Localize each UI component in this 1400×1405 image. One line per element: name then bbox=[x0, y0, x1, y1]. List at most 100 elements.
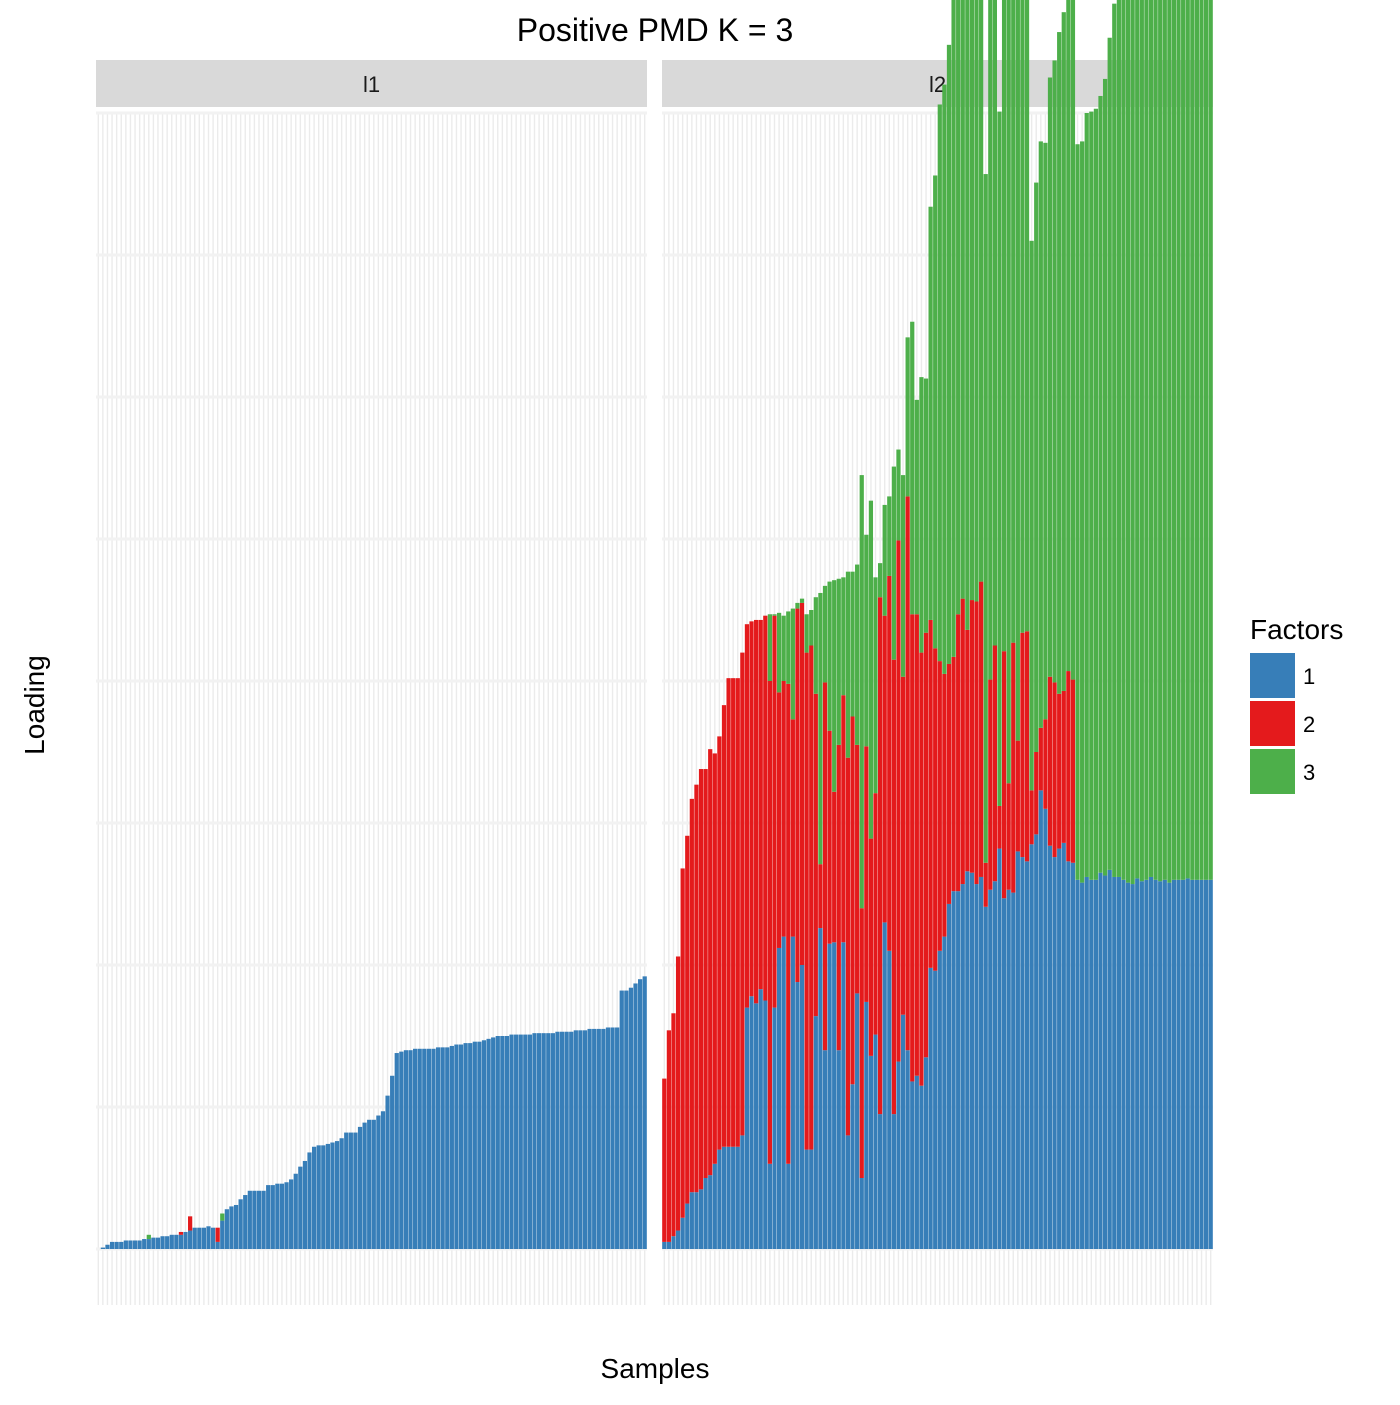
bar-segment-factor-3 bbox=[850, 571, 855, 717]
bar-segment-factor-2 bbox=[1034, 752, 1039, 835]
bar-segment-factor-1 bbox=[151, 1237, 156, 1249]
bar-segment-factor-1 bbox=[426, 1048, 431, 1249]
bar-segment-factor-2 bbox=[937, 661, 942, 951]
bar-segment-factor-2 bbox=[914, 614, 919, 1076]
legend-key-2 bbox=[1250, 701, 1295, 746]
bar-segment-factor-2 bbox=[1015, 740, 1020, 852]
bar-segment-factor-1 bbox=[449, 1045, 454, 1249]
bar-segment-factor-3 bbox=[969, 0, 975, 601]
bar-segment-factor-3 bbox=[1024, 0, 1030, 632]
bar-segment-factor-1 bbox=[726, 1146, 731, 1249]
bar-segment-factor-1 bbox=[183, 1231, 188, 1249]
bar-segment-factor-1 bbox=[1125, 882, 1131, 1249]
bar-segment-factor-3 bbox=[1029, 240, 1034, 791]
bar-segment-factor-3 bbox=[882, 504, 887, 616]
bar-segment-factor-2 bbox=[877, 597, 883, 1115]
bar-segment-factor-1 bbox=[841, 942, 846, 1249]
bar-segment-factor-1 bbox=[1148, 876, 1154, 1249]
bar-segment-factor-1 bbox=[818, 928, 823, 1249]
bar-segment-factor-1 bbox=[311, 1146, 317, 1249]
bar-segment-factor-1 bbox=[334, 1141, 340, 1249]
bar-segment-factor-3 bbox=[1116, 0, 1121, 877]
bar-segment-factor-3 bbox=[786, 611, 791, 684]
bar-segment-factor-2 bbox=[1057, 693, 1062, 849]
bar-segment-factor-1 bbox=[689, 1192, 694, 1249]
bar-segment-factor-2 bbox=[731, 678, 736, 1147]
bar-segment-factor-2 bbox=[749, 621, 754, 997]
bar-segment-factor-2 bbox=[675, 956, 681, 1231]
bar-segment-factor-1 bbox=[472, 1041, 477, 1249]
bar-segment-factor-1 bbox=[855, 993, 860, 1249]
bar-segment-factor-2 bbox=[215, 1227, 220, 1242]
bar-segment-factor-2 bbox=[776, 692, 782, 948]
bar-segment-factor-1 bbox=[610, 1027, 615, 1249]
bar-segment-factor-1 bbox=[440, 1047, 445, 1249]
bar-segment-factor-1 bbox=[119, 1241, 124, 1249]
bar-segment-factor-2 bbox=[992, 645, 997, 882]
bar-segment-factor-3 bbox=[1162, 0, 1167, 880]
bar-segment-factor-3 bbox=[887, 496, 892, 576]
bar-segment-factor-3 bbox=[1208, 0, 1213, 880]
bar-segment-factor-2 bbox=[969, 600, 975, 873]
bar-segment-factor-3 bbox=[1034, 182, 1039, 752]
bar-segment-factor-3 bbox=[1066, 0, 1071, 672]
bar-segment-factor-1 bbox=[155, 1237, 161, 1249]
bar-segment-factor-1 bbox=[619, 990, 624, 1249]
bar-segment-factor-1 bbox=[270, 1185, 275, 1249]
bar-segment-factor-1 bbox=[394, 1053, 399, 1249]
bar-segment-factor-2 bbox=[735, 678, 740, 1147]
bar-segment-factor-1 bbox=[666, 1241, 671, 1249]
bar-segment-factor-1 bbox=[662, 1241, 667, 1249]
bar-segment-factor-1 bbox=[201, 1227, 207, 1249]
bar-segment-factor-1 bbox=[642, 976, 647, 1249]
bar-segment-factor-1 bbox=[731, 1146, 736, 1249]
bar-segment-factor-1 bbox=[596, 1028, 601, 1249]
bar-segment-factor-1 bbox=[100, 1247, 105, 1249]
bar-segment-factor-2 bbox=[979, 581, 984, 877]
bar-segment-factor-1 bbox=[1102, 875, 1108, 1249]
bar-segment-factor-1 bbox=[698, 1189, 704, 1249]
bar-segment-factor-1 bbox=[247, 1190, 252, 1249]
bar-segment-factor-1 bbox=[933, 970, 938, 1249]
bar-segment-factor-3 bbox=[1204, 0, 1209, 880]
bar-segment-factor-1 bbox=[1144, 879, 1149, 1249]
facet-label-l1: l1 bbox=[363, 72, 380, 97]
bar-segment-factor-1 bbox=[905, 1050, 910, 1249]
bar-segment-factor-3 bbox=[822, 585, 828, 683]
bar-segment-factor-3 bbox=[799, 598, 805, 603]
bar-segment-factor-1 bbox=[523, 1034, 528, 1249]
bar-segment-factor-1 bbox=[481, 1040, 487, 1249]
bar-segment-factor-1 bbox=[758, 989, 763, 1249]
bar-segment-factor-3 bbox=[1190, 0, 1195, 880]
bar-segment-factor-2 bbox=[919, 652, 924, 1086]
bar-segment-factor-3 bbox=[772, 614, 777, 616]
bar-segment-factor-3 bbox=[900, 475, 906, 677]
bar-segment-factor-1 bbox=[169, 1234, 174, 1249]
bar-segment-factor-2 bbox=[763, 615, 768, 1001]
bar-segment-factor-3 bbox=[767, 614, 773, 681]
bar-segment-factor-3 bbox=[956, 0, 961, 615]
bar-segment-factor-1 bbox=[1176, 879, 1181, 1249]
bar-segment-factor-1 bbox=[1029, 844, 1034, 1249]
bar-segment-factor-2 bbox=[680, 868, 685, 1218]
bar-segment-factor-3 bbox=[818, 592, 823, 865]
legend-title: Factors bbox=[1250, 614, 1343, 645]
bar-segment-factor-2 bbox=[685, 835, 690, 1204]
bar-segment-factor-1 bbox=[1043, 808, 1048, 1249]
panel-background-l2 bbox=[662, 113, 1213, 1305]
bar-segment-factor-1 bbox=[1162, 879, 1167, 1249]
bar-segment-factor-1 bbox=[279, 1183, 285, 1249]
bar-segment-factor-1 bbox=[477, 1041, 482, 1249]
bar-segment-factor-2 bbox=[827, 730, 832, 944]
bar-segment-factor-2 bbox=[891, 659, 896, 1115]
bar-segment-factor-1 bbox=[891, 1114, 896, 1249]
bar-segment-factor-2 bbox=[786, 683, 791, 1164]
bar-segment-factor-1 bbox=[951, 891, 956, 1249]
bar-segment-factor-3 bbox=[1080, 141, 1085, 883]
bar-segment-factor-2 bbox=[1070, 679, 1076, 863]
bar-segment-factor-1 bbox=[956, 891, 961, 1249]
bar-segment-factor-1 bbox=[229, 1206, 234, 1249]
bar-segment-factor-1 bbox=[174, 1234, 179, 1249]
bar-segment-factor-1 bbox=[417, 1048, 422, 1249]
